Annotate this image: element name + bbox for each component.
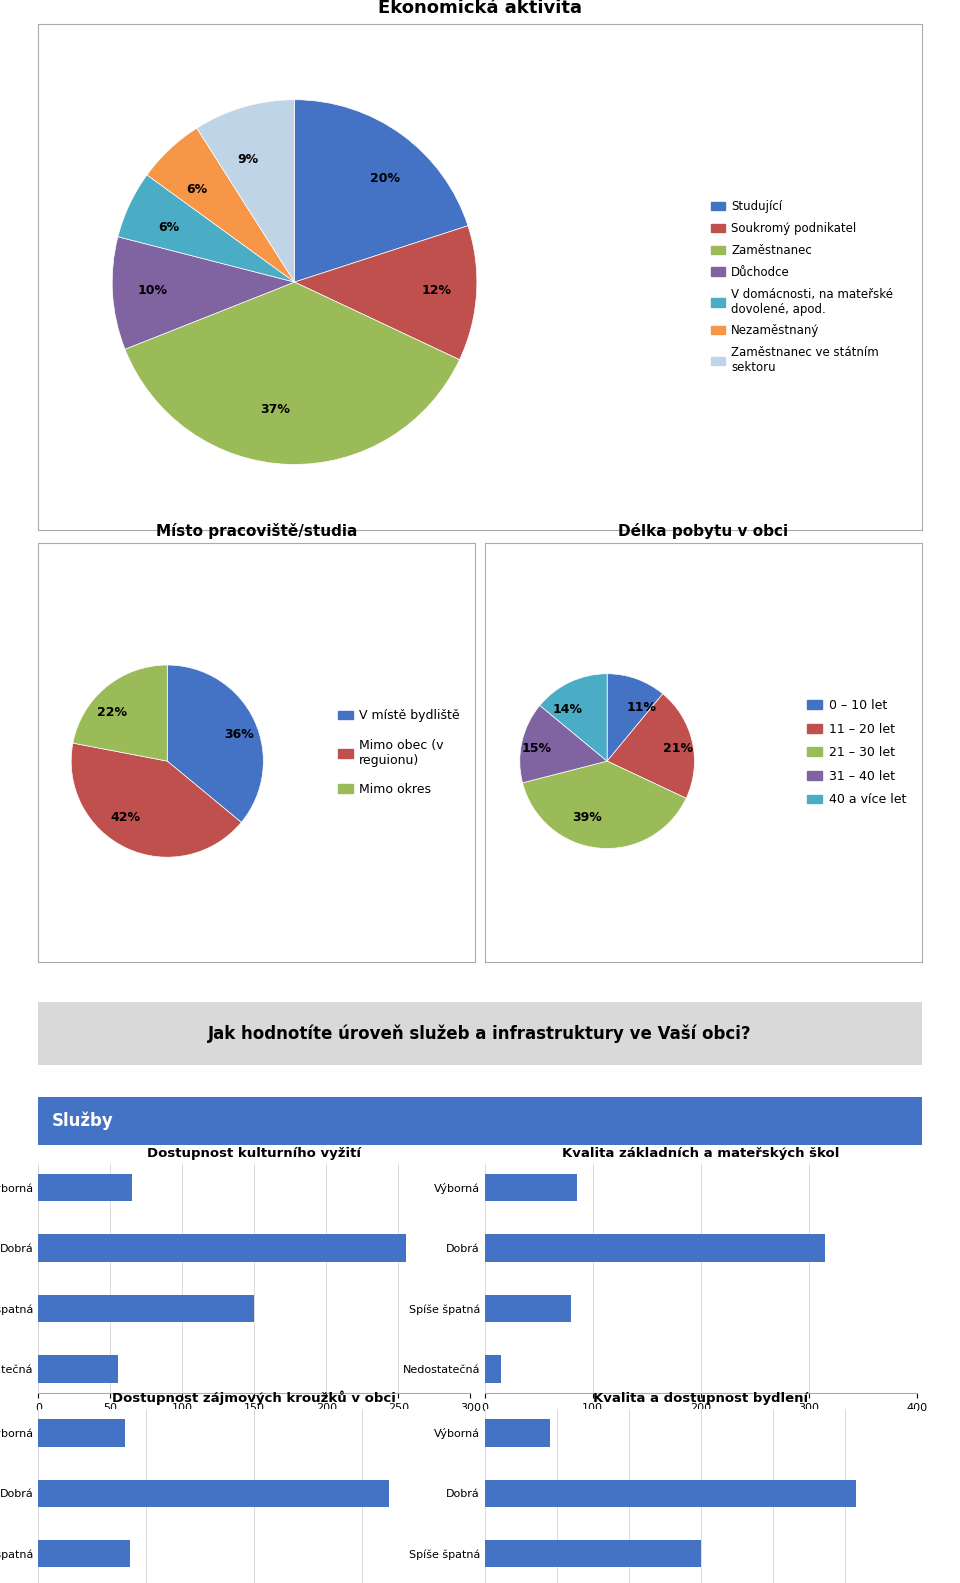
- Text: Jak hodnotíte úroveň služeb a infrastruktury ve Vaší obci?: Jak hodnotíte úroveň služeb a infrastruk…: [208, 1024, 752, 1043]
- Bar: [485, 1420, 549, 1447]
- Bar: [38, 1175, 132, 1201]
- Legend: V místě bydliště, Mimo obec (v
reguionu), Mimo okres: V místě bydliště, Mimo obec (v reguionu)…: [333, 704, 465, 801]
- Text: Služby: Služby: [52, 1111, 113, 1130]
- Legend: 0 – 10 let, 11 – 20 let, 21 – 30 let, 31 – 40 let, 40 a více let: 0 – 10 let, 11 – 20 let, 21 – 30 let, 31…: [803, 693, 911, 812]
- Title: Kvalita a dostupnost bydlení: Kvalita a dostupnost bydlení: [593, 1391, 808, 1406]
- Title: Kvalita základních a mateřských škol: Kvalita základních a mateřských škol: [563, 1146, 839, 1160]
- Legend: Studující, Soukromý podnikatel, Zaměstnanec, Důchodce, V domácnosti, na mateřské: Studující, Soukromý podnikatel, Zaměstna…: [707, 195, 898, 378]
- Title: Dostupnost kulturního vyžití: Dostupnost kulturního vyžití: [148, 1146, 361, 1160]
- Bar: [38, 1235, 405, 1262]
- Title: Délka pobytu v obci: Délka pobytu v obci: [618, 522, 788, 540]
- Bar: [485, 1480, 856, 1507]
- Bar: [485, 1295, 571, 1322]
- Bar: [485, 1175, 577, 1201]
- Bar: [38, 1480, 390, 1507]
- Bar: [485, 1355, 501, 1382]
- Bar: [38, 1355, 117, 1382]
- Bar: [38, 1420, 125, 1447]
- Title: Dostupnost zájmových kroužků v obci: Dostupnost zájmových kroužků v obci: [112, 1390, 396, 1406]
- Bar: [485, 1235, 825, 1262]
- Bar: [38, 1540, 131, 1567]
- Title: Místo pracoviště/studia: Místo pracoviště/studia: [156, 522, 357, 540]
- Title: Ekonomická aktivita: Ekonomická aktivita: [378, 0, 582, 17]
- Bar: [485, 1540, 701, 1567]
- Bar: [38, 1295, 254, 1322]
